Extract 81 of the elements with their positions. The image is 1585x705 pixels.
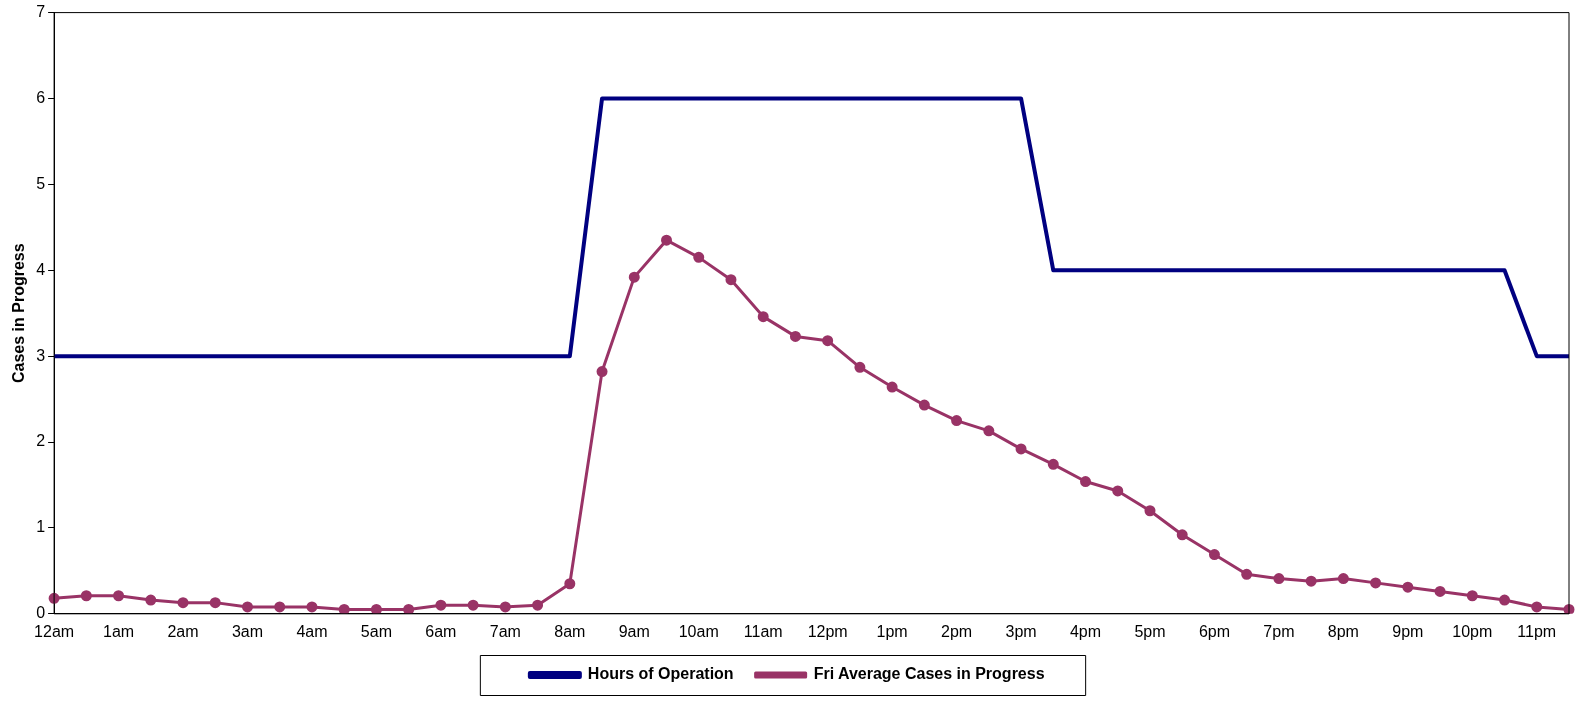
point <box>306 601 318 613</box>
point <box>951 415 963 427</box>
x-tick-label: 4pm <box>1069 622 1102 640</box>
x-tick-label: 6am <box>425 622 457 640</box>
point <box>983 425 995 437</box>
x-tick-label: 10am <box>678 622 719 640</box>
x-tick-label: 1pm <box>876 622 908 640</box>
point <box>177 597 189 609</box>
point <box>435 599 447 611</box>
point <box>1241 568 1253 580</box>
point <box>918 399 930 411</box>
point <box>1305 575 1317 587</box>
y-tick-label: 4 <box>36 260 46 278</box>
x-tick-label: 5pm <box>1134 622 1166 640</box>
point <box>145 594 157 606</box>
x-tick-label: 3am <box>231 622 264 640</box>
point <box>467 599 479 611</box>
x-tick-label: 9am <box>618 622 650 640</box>
x-tick-label: 1am <box>103 622 135 640</box>
point <box>661 234 673 246</box>
point <box>370 604 382 614</box>
point <box>757 311 769 323</box>
point <box>1434 585 1446 597</box>
x-tick-label: 12pm <box>807 622 848 640</box>
point <box>1531 601 1543 613</box>
x-tick-label: 2am <box>167 622 199 640</box>
x-tick-label: 7pm <box>1263 622 1295 640</box>
point <box>886 381 898 393</box>
x-tick-label: 10pm <box>1452 622 1493 640</box>
point <box>1208 549 1220 561</box>
point <box>113 590 125 602</box>
x-tick-label: 11pm <box>1517 622 1557 640</box>
y-tick-label: 5 <box>36 174 46 192</box>
x-tick-label: 7am <box>489 622 521 640</box>
point <box>1112 485 1124 497</box>
point <box>1080 476 1092 488</box>
x-tick-label: 5am <box>360 622 392 640</box>
y-tick-label: 3 <box>36 346 46 364</box>
point <box>725 274 737 286</box>
y-tick-label: 6 <box>36 88 46 106</box>
x-tick-label: 11am <box>743 622 783 640</box>
point <box>854 361 866 373</box>
y-axis-title: Cases in Progress <box>10 243 28 384</box>
y-tick-label: 7 <box>36 3 46 21</box>
point <box>403 604 415 614</box>
x-tick-label: 4am <box>296 622 328 640</box>
point <box>822 335 834 347</box>
point <box>499 601 511 613</box>
x-tick-label: 12am <box>34 622 75 640</box>
y-tick-label: 2 <box>36 432 46 450</box>
point <box>1337 573 1349 585</box>
y-tick-label: 0 <box>36 604 46 622</box>
point <box>789 330 801 342</box>
point <box>80 590 92 602</box>
x-tick-label: 8am <box>554 622 586 640</box>
point <box>1047 458 1059 470</box>
point <box>241 601 253 613</box>
y-tick-label: 1 <box>36 518 46 536</box>
legend-label: Fri Average Cases in Progress <box>813 665 1045 683</box>
legend-label: Hours of Operation <box>587 665 734 683</box>
x-tick-label: 2pm <box>941 622 973 640</box>
point <box>274 601 286 613</box>
point <box>596 366 608 378</box>
point <box>209 597 221 609</box>
x-tick-label: 3pm <box>1005 622 1037 640</box>
point <box>1402 581 1414 593</box>
point <box>338 604 350 614</box>
point <box>1176 529 1188 541</box>
x-tick-label: 9pm <box>1392 622 1424 640</box>
point <box>532 599 544 611</box>
point <box>1273 573 1285 585</box>
point <box>564 578 576 590</box>
point <box>1144 505 1156 517</box>
x-tick-label: 8pm <box>1327 622 1359 640</box>
point <box>1015 443 1027 455</box>
x-tick-label: 6pm <box>1198 622 1231 640</box>
point <box>1499 594 1511 606</box>
point <box>1370 577 1382 589</box>
point <box>693 251 705 263</box>
point <box>628 271 640 283</box>
point <box>1466 590 1478 602</box>
